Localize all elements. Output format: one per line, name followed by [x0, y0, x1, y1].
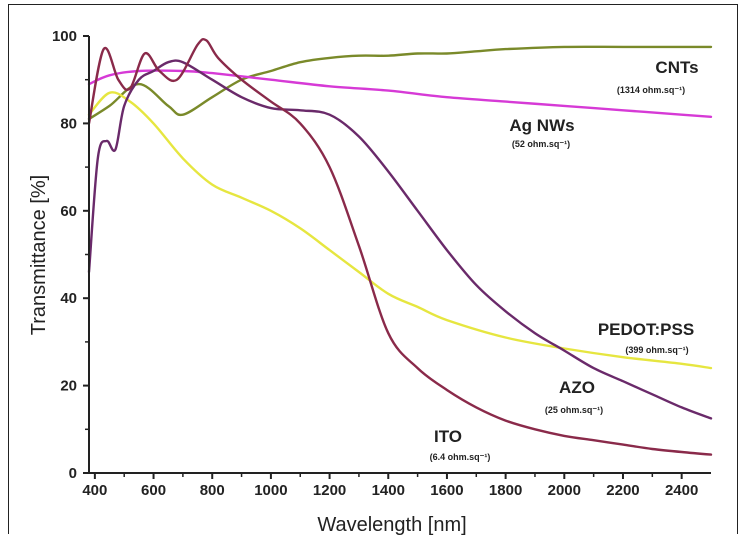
labels-layer: CNTs (1314 ohm.sq⁻¹) Ag NWs (52 ohm.sq⁻¹) PE…	[430, 58, 699, 462]
x-tick-label: 1000	[254, 482, 287, 499]
x-tick-label: 600	[141, 482, 166, 499]
series-label-cnts: CNTs	[655, 58, 698, 77]
series-note-ag-nws: (52 ohm.sq⁻¹)	[512, 139, 570, 149]
series-label-ito: ITO	[434, 427, 462, 446]
y-axis-title: Transmittance [%]	[28, 175, 50, 335]
y-tick-label: 100	[52, 28, 77, 45]
series-label-pedot-pss: PEDOT:PSS	[598, 320, 694, 339]
x-tick-label: 1600	[430, 482, 463, 499]
series-note-cnts: (1314 ohm.sq⁻¹)	[617, 85, 685, 95]
x-tick-label: 1200	[313, 482, 346, 499]
series-layer	[87, 37, 713, 456]
y-tick-label: 0	[69, 465, 77, 482]
series-label-azo: AZO	[559, 378, 595, 397]
x-tick-label: 2200	[606, 482, 639, 499]
series-line-cnts	[87, 45, 713, 121]
x-axis-title: Wavelength [nm]	[317, 514, 466, 535]
y-tick-label: 60	[60, 203, 77, 220]
x-tick-label: 2000	[548, 482, 581, 499]
figure-frame: 400 600 800 1000 1200 1400 1600 1800 2000 2200 240…	[8, 4, 738, 535]
axes-layer: 400 600 800 1000 1200 1400 1600 1800 2000 2200 240…	[52, 28, 711, 499]
series-note-ito: (6.4 ohm.sq⁻¹)	[430, 452, 491, 462]
series-line-ito	[87, 37, 713, 456]
x-tick-label: 800	[200, 482, 225, 499]
series-line-pedot-pss	[87, 91, 713, 370]
y-tick-label: 40	[60, 290, 77, 307]
series-note-azo: (25 ohm.sq⁻¹)	[545, 405, 603, 415]
y-tick-label: 80	[60, 115, 77, 132]
series-line-ag-nws	[87, 69, 713, 118]
x-tick-label: 400	[82, 482, 107, 499]
series-label-ag-nws: Ag NWs	[509, 116, 574, 135]
series-note-pedot-pss: (399 ohm.sq⁻¹)	[625, 345, 688, 355]
transmittance-chart: 400 600 800 1000 1200 1400 1600 1800 2000 2200 240…	[28, 28, 713, 535]
x-tick-label: 1400	[372, 482, 405, 499]
y-tick-label: 20	[60, 378, 77, 395]
series-line-azo	[87, 59, 713, 420]
x-tick-label: 1800	[489, 482, 522, 499]
x-tick-label: 2400	[665, 482, 698, 499]
